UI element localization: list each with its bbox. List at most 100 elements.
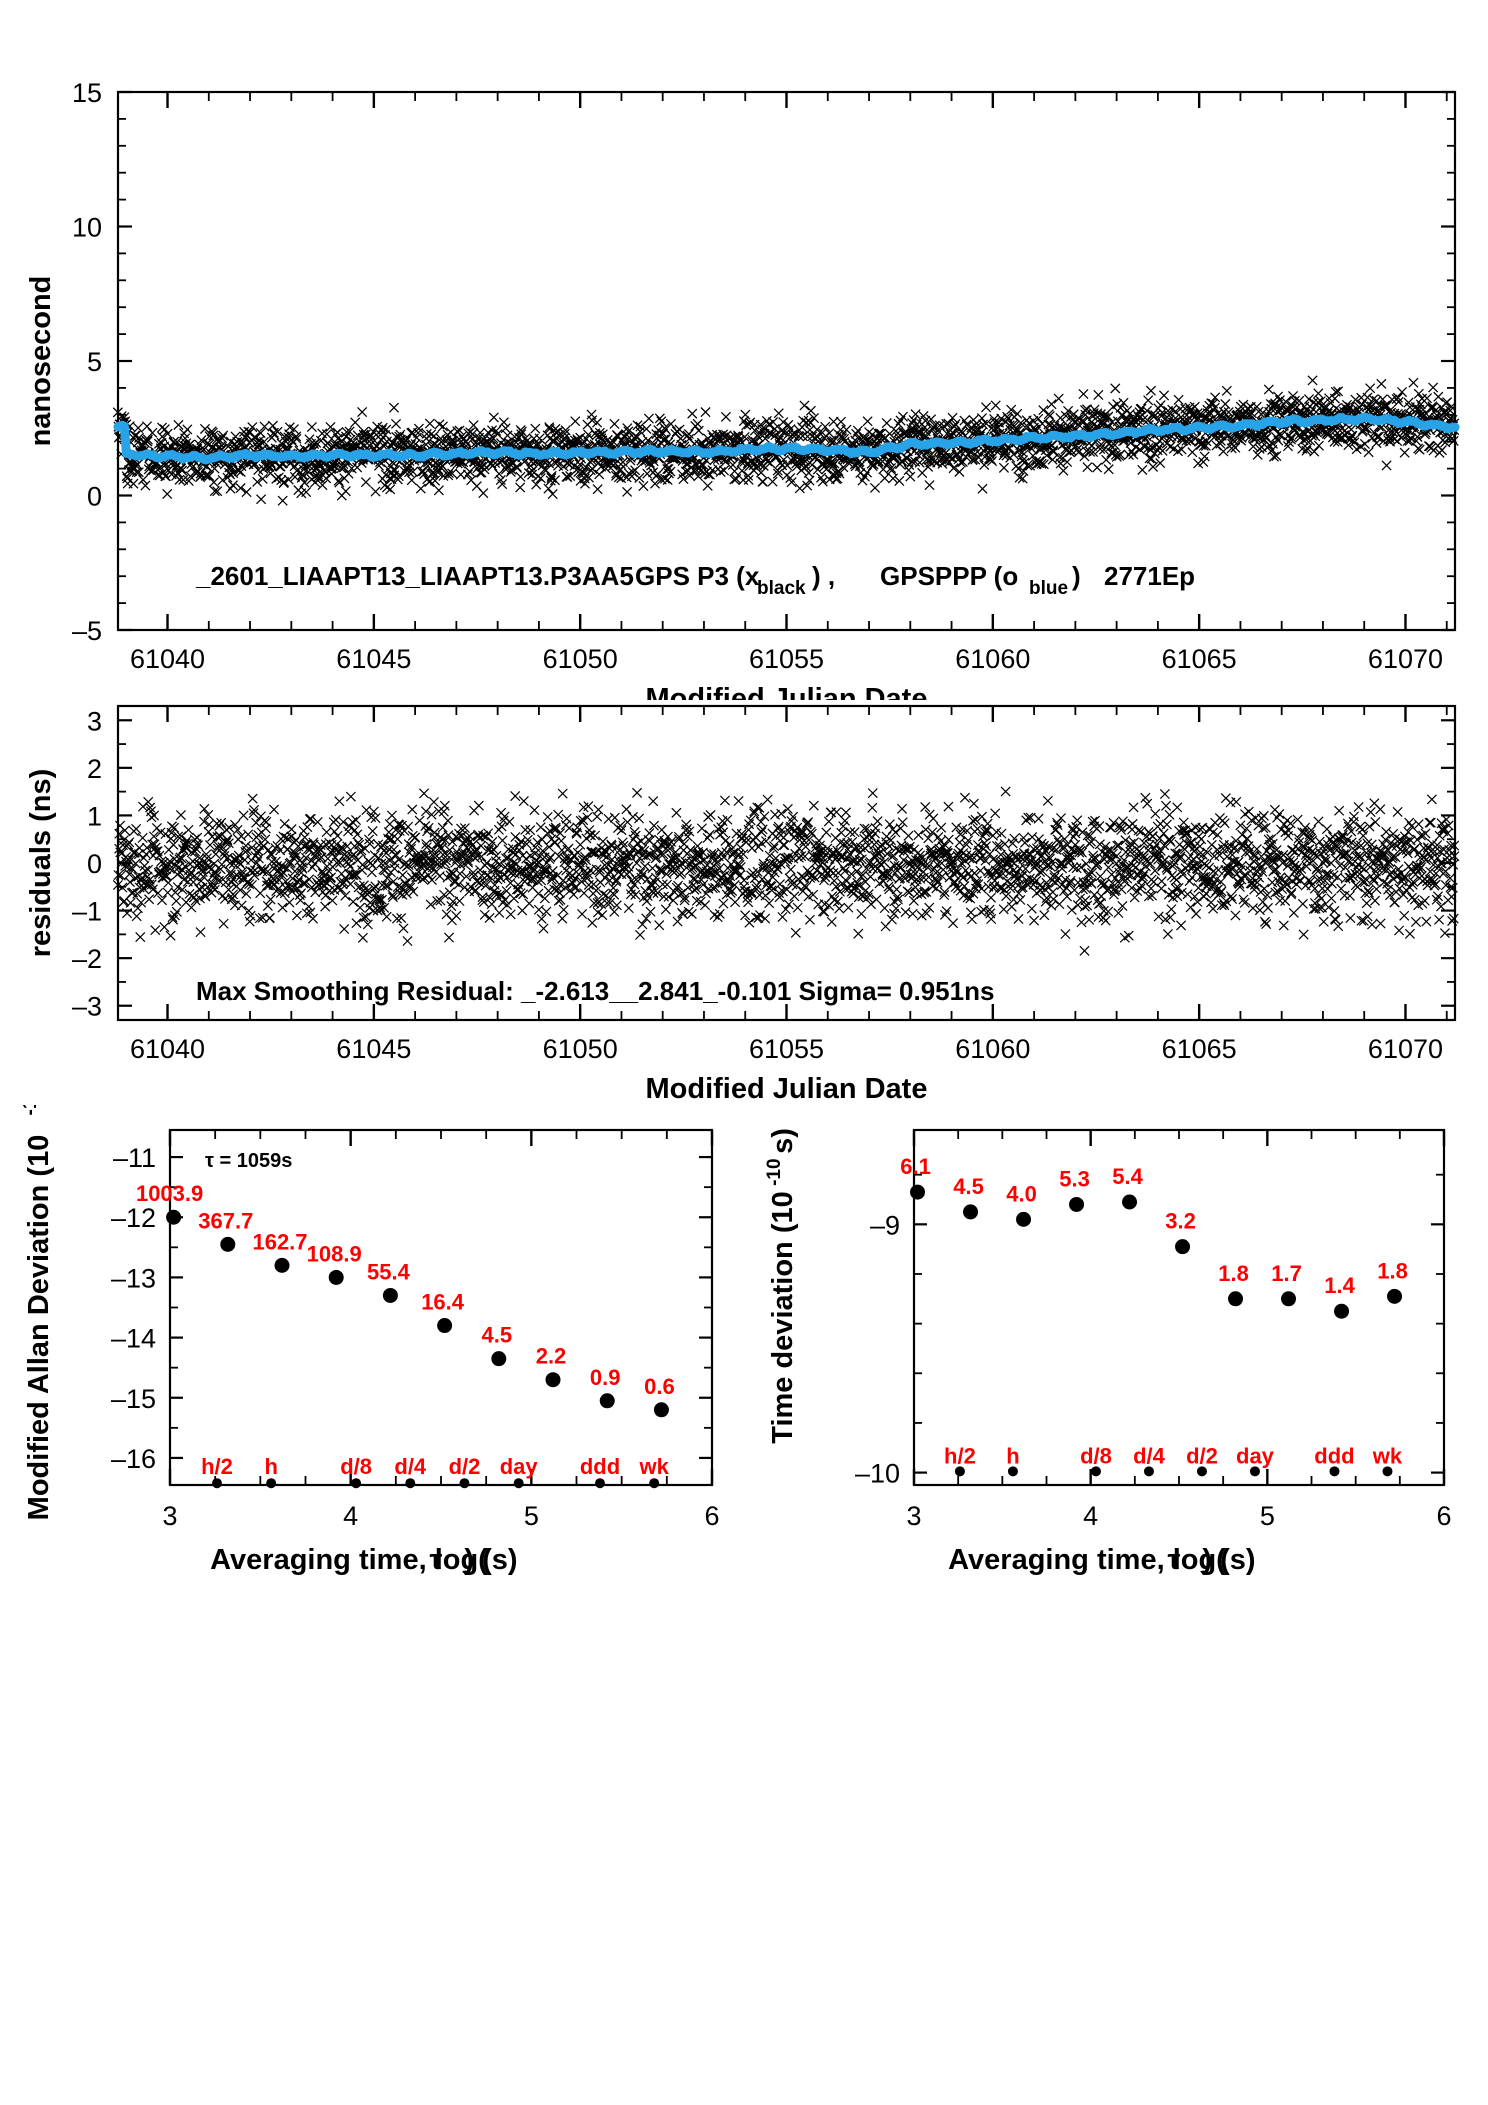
svg-text:1: 1: [87, 801, 102, 831]
svg-text:ddd: ddd: [580, 1454, 620, 1479]
svg-text:wk: wk: [1372, 1444, 1403, 1469]
svg-text:61065: 61065: [1162, 644, 1237, 674]
svg-text:3.2: 3.2: [1165, 1209, 1196, 1234]
residuals-svg: –3 –2 –1 0 1 2 3 61040 61045 61050 61055 61060 61065…: [25, 704, 1460, 1105]
svg-text:0.6: 0.6: [644, 1374, 675, 1399]
svg-text:61060: 61060: [955, 1034, 1030, 1064]
phase-timeseries-panel: –5 0 5 10 15 61040 61045 61050 61055 61060 61065 61…: [0, 0, 1488, 700]
tdev-svg: –9 –103 4 5 6 6.1 4.5 4.0 5.3 5.4 3.2 1.8 1.7 1.4 1.8 h…: [764, 1128, 1452, 1576]
svg-text:2.2: 2.2: [536, 1344, 567, 1369]
svg-text:3: 3: [906, 1501, 921, 1531]
svg-text:h: h: [1006, 1444, 1019, 1469]
modified-allan-deviation-panel: –11 –12 –13 –14 –15 –16 3 4 5 6 τ = 1059s 1003.9 367…: [0, 1105, 744, 2105]
svg-text:) (s): ) (s): [464, 1544, 517, 1576]
svg-text:61045: 61045: [336, 644, 411, 674]
svg-text:61070: 61070: [1368, 1034, 1443, 1064]
svg-text:367.7: 367.7: [198, 1208, 253, 1233]
svg-text:16.4: 16.4: [421, 1290, 465, 1315]
svg-text:5: 5: [524, 1501, 539, 1531]
svg-text:wk: wk: [639, 1454, 670, 1479]
svg-text:Averaging time, log(: Averaging time, log(: [948, 1544, 1226, 1576]
svg-text:d/8: d/8: [1080, 1444, 1112, 1469]
svg-text:162.7: 162.7: [252, 1229, 307, 1254]
svg-text:4: 4: [1083, 1501, 1098, 1531]
svg-text:h: h: [264, 1454, 277, 1479]
svg-text:) (s): ) (s): [1202, 1544, 1255, 1576]
svg-text:15: 15: [72, 78, 102, 108]
svg-text:h/2: h/2: [944, 1444, 976, 1469]
adev-svg: –11–12–13–14–15–163 4 5 6τ = 1059s1003.9367…: [20, 1105, 720, 1576]
svg-text:1.8: 1.8: [1377, 1258, 1408, 1283]
svg-text:61055: 61055: [749, 1034, 824, 1064]
svg-text:6.1: 6.1: [900, 1154, 931, 1179]
svg-text:–12: –12: [111, 1203, 156, 1233]
svg-text:τ: τ: [1168, 1544, 1181, 1576]
time-deviation-panel: –9 –10 3 4 5 6 6.1 4.5 4.0 5.3 5.4 3.2 1.8 1.7 1.4 1.8 h…: [744, 1105, 1488, 2105]
svg-text:–3: –3: [72, 992, 102, 1022]
svg-text:h/2: h/2: [201, 1454, 233, 1479]
svg-text:–5: –5: [72, 616, 102, 646]
svg-text:4: 4: [343, 1501, 358, 1531]
svg-text:Averaging time, log(: Averaging time, log(: [210, 1544, 488, 1576]
svg-text:τ: τ: [430, 1544, 443, 1576]
svg-text:61070: 61070: [1368, 644, 1443, 674]
svg-text:2: 2: [87, 754, 102, 784]
x-axis-title: Modified Julian Date: [646, 1073, 928, 1105]
residuals-panel: –3 –2 –1 0 1 2 3 61040 61045 61050 61055 61060 61065…: [0, 690, 1488, 1110]
svg-text:1.4: 1.4: [1324, 1273, 1355, 1298]
svg-text:Time deviation (10: Time deviation (10: [767, 1191, 799, 1444]
svg-text:5.3: 5.3: [1059, 1166, 1090, 1191]
svg-text:–15: –15: [111, 1384, 156, 1414]
y-axis-title: residuals (ns): [25, 769, 57, 958]
svg-text:1.7: 1.7: [1271, 1261, 1302, 1286]
svg-text:0.9: 0.9: [590, 1365, 621, 1390]
svg-text:10: 10: [72, 213, 102, 243]
svg-text:-10: -10: [764, 1158, 785, 1185]
svg-text:3: 3: [162, 1501, 177, 1531]
x-axis-title: Averaging time, log(τ ) (s): [210, 1544, 517, 1576]
svg-text:d/2: d/2: [1186, 1444, 1218, 1469]
svg-text:s): s): [767, 1128, 799, 1154]
residual-stats-caption: Max Smoothing Residual: _-2.613__2.841_-…: [196, 976, 994, 1006]
svg-text:–13: –13: [111, 1263, 156, 1293]
svg-text:61055: 61055: [749, 644, 824, 674]
svg-text:61050: 61050: [543, 1034, 618, 1064]
svg-text:ddd: ddd: [1314, 1444, 1354, 1469]
svg-text:5: 5: [87, 347, 102, 377]
svg-text:1.8: 1.8: [1218, 1261, 1249, 1286]
svg-text:4.5: 4.5: [953, 1174, 984, 1199]
svg-text:5.4: 5.4: [1112, 1164, 1143, 1189]
svg-text:GPSPPP (o: GPSPPP (o: [880, 561, 1018, 591]
svg-text:): ): [1072, 561, 1081, 591]
tau-note: τ = 1059s: [205, 1150, 292, 1172]
tdev-points: 6.1 4.5 4.0 5.3 5.4 3.2 1.8 1.7 1.4 1.8: [900, 1154, 1408, 1319]
svg-text:–1: –1: [72, 897, 102, 927]
svg-text:–11: –11: [113, 1143, 156, 1173]
svg-text:black: black: [757, 578, 806, 599]
y-axis-title: nanosecond: [25, 276, 57, 447]
svg-text:2771Ep: 2771Ep: [1104, 561, 1195, 591]
svg-text:day: day: [500, 1454, 539, 1479]
series-caption: _2601_LIAAPT13_LIAAPT13.P3AA5 GPS P3 (xbl…: [195, 561, 1195, 599]
svg-text:-15: -15: [20, 1105, 41, 1116]
svg-text:day: day: [1236, 1444, 1275, 1469]
svg-text:6: 6: [704, 1501, 719, 1531]
svg-text:1003.9: 1003.9: [136, 1181, 203, 1206]
svg-text:3: 3: [87, 706, 102, 736]
svg-text:blue: blue: [1029, 578, 1068, 599]
svg-text:0: 0: [87, 482, 102, 512]
svg-text:GPS P3 (x: GPS P3 (x: [635, 561, 760, 591]
svg-text:55.4: 55.4: [367, 1259, 411, 1284]
svg-text:d/4: d/4: [1133, 1444, 1166, 1469]
svg-text:–16: –16: [111, 1444, 156, 1474]
svg-text:4.5: 4.5: [482, 1323, 513, 1348]
tdev-tau-markers: h/2 h d/8 d/4 d/2 day ddd wk: [944, 1444, 1403, 1477]
svg-text:–2: –2: [72, 944, 102, 974]
svg-text:61045: 61045: [336, 1034, 411, 1064]
adev-tau-markers: h/2 h d/8 d/4 d/2 day ddd wk: [201, 1454, 670, 1489]
x-axis-title: Averaging time, log(τ ) (s): [948, 1544, 1255, 1576]
svg-text:–10: –10: [855, 1459, 900, 1489]
svg-text:Modified Allan Deviation (10: Modified Allan Deviation (10: [23, 1135, 55, 1521]
svg-text:108.9: 108.9: [307, 1241, 362, 1266]
